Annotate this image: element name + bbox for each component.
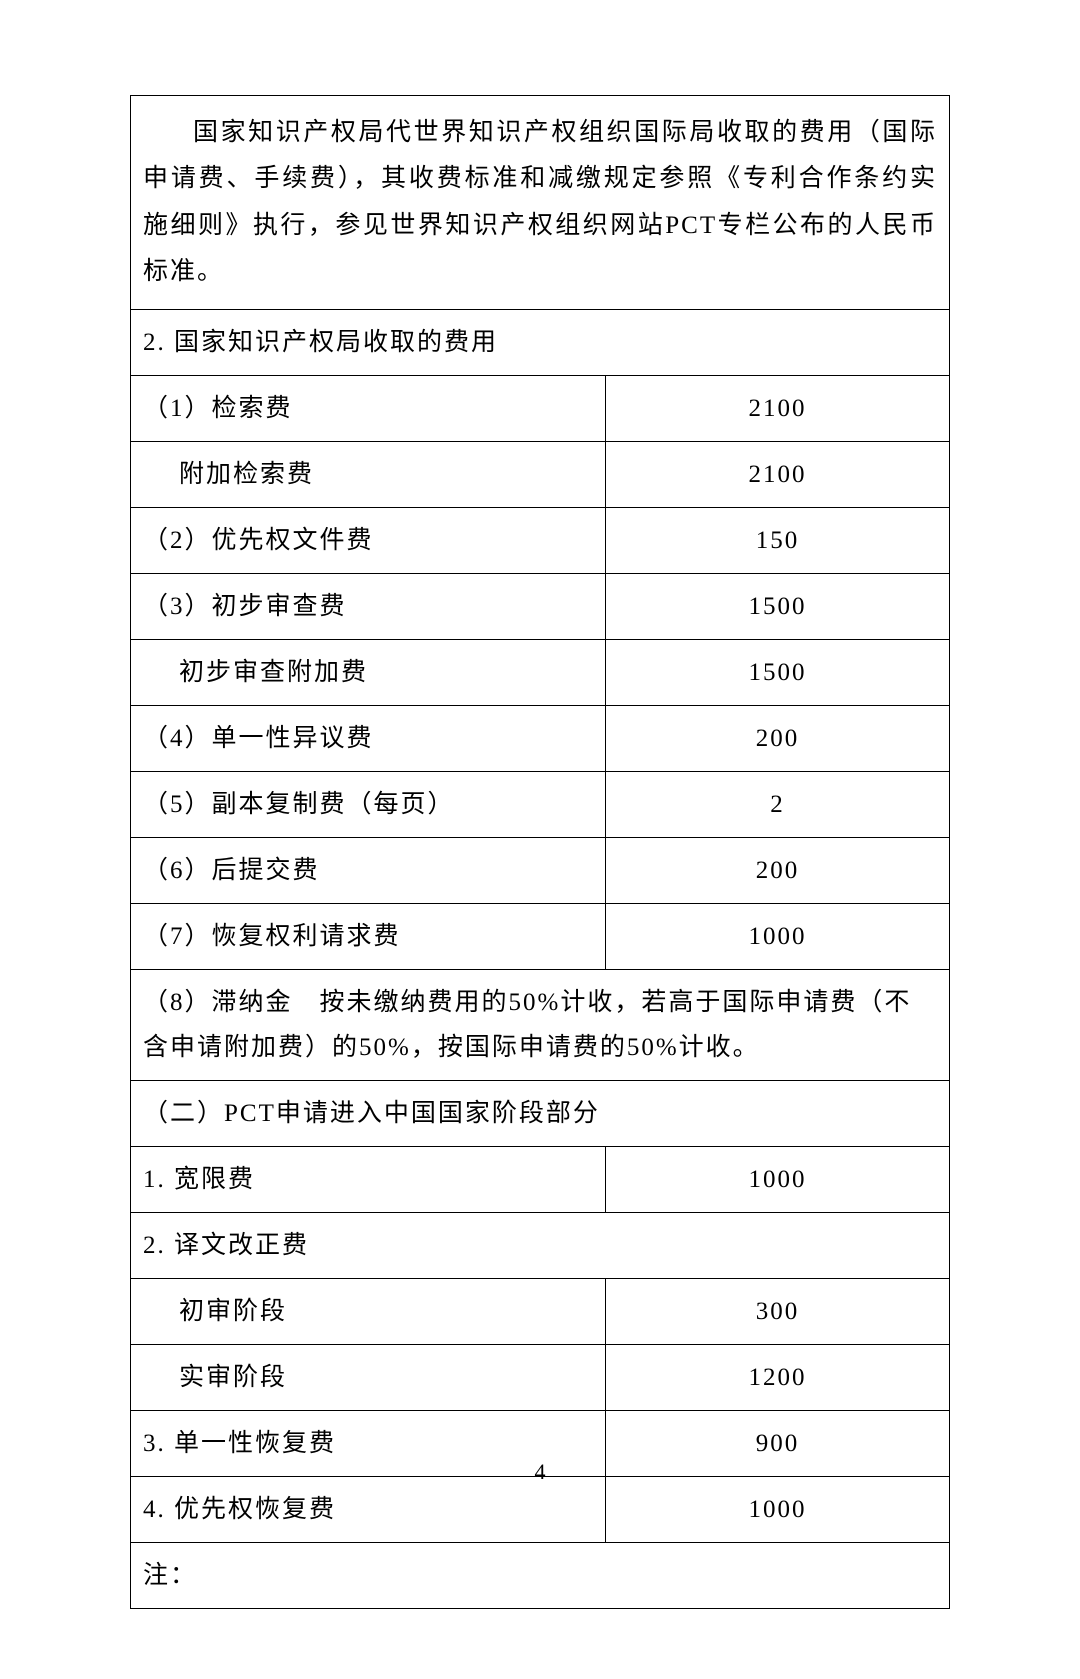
fee-value: 1000	[606, 1147, 950, 1213]
note-8: （8）滞纳金 按未缴纳费用的50%计收，若高于国际申请费（不含申请附加费）的50…	[131, 970, 950, 1081]
fee-value: 1500	[606, 574, 950, 640]
intro-paragraph: 国家知识产权局代世界知识产权组织国际局收取的费用（国际申请费、手续费），其收费标…	[131, 96, 950, 310]
fee-value: 2100	[606, 442, 950, 508]
fee-value: 1500	[606, 640, 950, 706]
fee-label: （6）后提交费	[131, 838, 606, 904]
fee-value: 200	[606, 838, 950, 904]
fee-label: 1. 宽限费	[131, 1147, 606, 1213]
section2-header: 2. 国家知识产权局收取的费用	[131, 310, 950, 376]
fee-value: 1200	[606, 1345, 950, 1411]
fee-value: 150	[606, 508, 950, 574]
fee-label: （5）副本复制费（每页）	[131, 772, 606, 838]
fee-label: 附加检索费	[131, 442, 606, 508]
fee-label: （7）恢复权利请求费	[131, 904, 606, 970]
fee-label: （1）检索费	[131, 376, 606, 442]
fee-value: 1000	[606, 904, 950, 970]
page-container: 国家知识产权局代世界知识产权组织国际局收取的费用（国际申请费、手续费），其收费标…	[0, 0, 1080, 1679]
fee-value: 2100	[606, 376, 950, 442]
fee-label: 4. 优先权恢复费	[131, 1477, 606, 1543]
fee-value: 1000	[606, 1477, 950, 1543]
fee-label: 初审阶段	[131, 1279, 606, 1345]
fee-subheader: 2. 译文改正费	[131, 1213, 950, 1279]
fee-label: 实审阶段	[131, 1345, 606, 1411]
fee-value: 200	[606, 706, 950, 772]
fee-label: （4）单一性异议费	[131, 706, 606, 772]
fee-label: 初步审查附加费	[131, 640, 606, 706]
section-b-header: （二）PCT申请进入中国国家阶段部分	[131, 1081, 950, 1147]
fee-label: （3）初步审查费	[131, 574, 606, 640]
footnote-label: 注：	[131, 1543, 950, 1609]
page-number: 4	[0, 1459, 1080, 1485]
fee-table: 国家知识产权局代世界知识产权组织国际局收取的费用（国际申请费、手续费），其收费标…	[130, 95, 950, 1609]
fee-value: 2	[606, 772, 950, 838]
fee-label: （2）优先权文件费	[131, 508, 606, 574]
fee-value: 300	[606, 1279, 950, 1345]
